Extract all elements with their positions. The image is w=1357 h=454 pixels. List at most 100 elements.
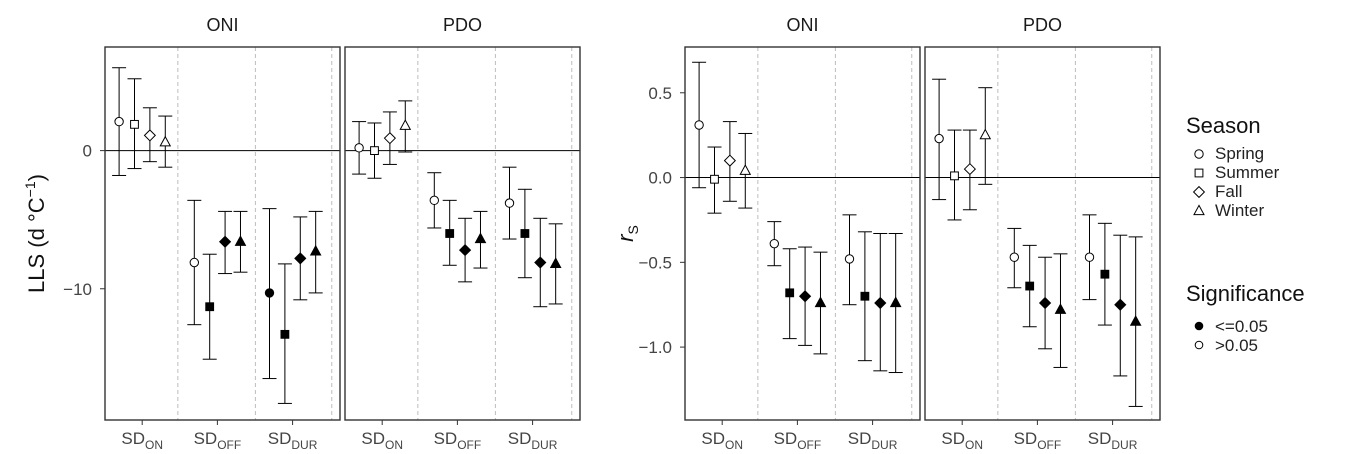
- marker-square: [1025, 281, 1035, 291]
- x-tick-label-subscript: OFF: [797, 438, 821, 452]
- y-axis-title-close: ): [24, 174, 49, 181]
- point-sd_on-summer: [947, 129, 962, 221]
- point-sd_dur-fall: [1113, 234, 1128, 377]
- marker-triangle: [814, 296, 827, 308]
- marker-diamond: [218, 235, 232, 248]
- point-sd_dur-fall: [873, 233, 888, 372]
- x-tick-label-base: SD: [268, 429, 292, 448]
- y-axis-title-main: r: [613, 233, 638, 242]
- point-sd_off-fall: [458, 217, 473, 283]
- marker-diamond: [798, 290, 812, 303]
- x-tick-label-base: SD: [1088, 429, 1112, 448]
- point-sd_on-summer: [707, 146, 722, 214]
- panel-frame: [924, 46, 1161, 421]
- marker-circle: [354, 143, 364, 153]
- point-sd_on-spring: [932, 78, 947, 201]
- marker-diamond: [143, 129, 156, 142]
- facet-strip-label: PDO: [443, 15, 482, 35]
- marker-square: [520, 229, 530, 238]
- x-tick-label-base: SD: [701, 429, 725, 448]
- point-sd_dur-summer: [857, 231, 872, 362]
- marker-square: [710, 174, 719, 184]
- point-sd_dur-summer: [1097, 222, 1112, 326]
- marker-triangle: [159, 135, 172, 147]
- y-axis-title-subscript: S: [625, 225, 641, 234]
- point-sd_dur-summer: [277, 263, 292, 404]
- point-sd_dur-winter: [888, 233, 903, 374]
- marker-circle: [1009, 252, 1019, 262]
- marker-square: [785, 288, 795, 298]
- marker-diamond: [1038, 296, 1052, 310]
- marker-square: [130, 119, 139, 129]
- marker-triangle: [739, 164, 752, 175]
- marker-triangle: [889, 296, 902, 308]
- marker-square: [950, 171, 959, 181]
- point-sd_on-spring: [692, 61, 707, 189]
- legend-open-dot-icon: [1194, 340, 1204, 350]
- y-tick-label: 0.0: [648, 169, 672, 188]
- x-tick-label-base: SD: [434, 429, 458, 448]
- point-sd_dur-summer: [517, 188, 532, 279]
- marker-triangle: [979, 128, 992, 140]
- legend-season-label: Winter: [1215, 201, 1264, 220]
- point-sd_off-spring: [427, 172, 442, 229]
- x-tick-label-subscript: ON: [145, 438, 163, 452]
- marker-circle: [429, 195, 439, 206]
- marker-triangle: [1129, 315, 1142, 326]
- x-tick-label-subscript: DUR: [871, 438, 897, 452]
- point-sd_dur-spring: [1082, 214, 1097, 301]
- marker-circle: [189, 257, 200, 268]
- x-tick-label: SDON: [701, 429, 743, 452]
- legend-circle-icon: [1194, 149, 1204, 159]
- x-tick-label-subscript: OFF: [457, 438, 481, 452]
- point-sd_off-winter: [813, 251, 828, 355]
- marker-diamond: [383, 132, 396, 145]
- marker-triangle: [474, 232, 487, 244]
- legend-square-icon: [1194, 168, 1204, 178]
- panel-frame: [684, 46, 921, 421]
- x-tick-label-subscript: ON: [965, 438, 983, 452]
- y-axis-title: LLS (d °C−1): [22, 174, 49, 293]
- legend: Season Significance SpringSummerFallWint…: [1186, 113, 1305, 355]
- legend-significance-label: >0.05: [1215, 336, 1258, 355]
- x-tick-label-base: SD: [121, 429, 145, 448]
- point-sd_off-fall: [218, 210, 233, 275]
- y-axis-title-superscript: −1: [22, 181, 38, 197]
- x-tick-label: SDDUR: [268, 429, 318, 452]
- marker-triangle: [234, 235, 247, 246]
- x-tick-label: SDOFF: [194, 429, 242, 452]
- facet-strip-label: ONI: [206, 15, 238, 35]
- marker-circle: [264, 288, 275, 298]
- x-tick-label-base: SD: [1014, 429, 1038, 448]
- point-sd_off-spring: [187, 199, 202, 326]
- point-sd_dur-winter: [548, 223, 563, 305]
- legend-season-label: Summer: [1215, 163, 1280, 182]
- legend-season-label: Fall: [1215, 182, 1242, 201]
- marker-diamond: [963, 162, 976, 176]
- point-sd_off-winter: [473, 210, 488, 269]
- legend-diamond-icon: [1192, 185, 1206, 199]
- point-sd_off-summer: [1022, 244, 1037, 328]
- marker-triangle: [309, 244, 322, 256]
- x-tick-label: SDDUR: [508, 429, 558, 452]
- panel-frame: [344, 46, 581, 421]
- marker-circle: [504, 198, 515, 208]
- marker-triangle: [399, 119, 412, 130]
- x-tick-label-base: SD: [194, 429, 218, 448]
- marker-circle: [844, 254, 855, 264]
- legend-significance-1: >0.05: [1194, 336, 1258, 355]
- legend-season-label: Spring: [1215, 144, 1264, 163]
- marker-triangle: [549, 257, 562, 268]
- marker-diamond: [1114, 298, 1127, 311]
- point-sd_off-fall: [1038, 256, 1053, 350]
- x-tick-label-subscript: OFF: [217, 438, 241, 452]
- x-tick-label-base: SD: [941, 429, 965, 448]
- point-sd_off-spring: [767, 221, 782, 267]
- marker-circle: [114, 116, 124, 127]
- point-sd_dur-spring: [502, 166, 517, 240]
- point-sd_on-fall: [962, 129, 977, 211]
